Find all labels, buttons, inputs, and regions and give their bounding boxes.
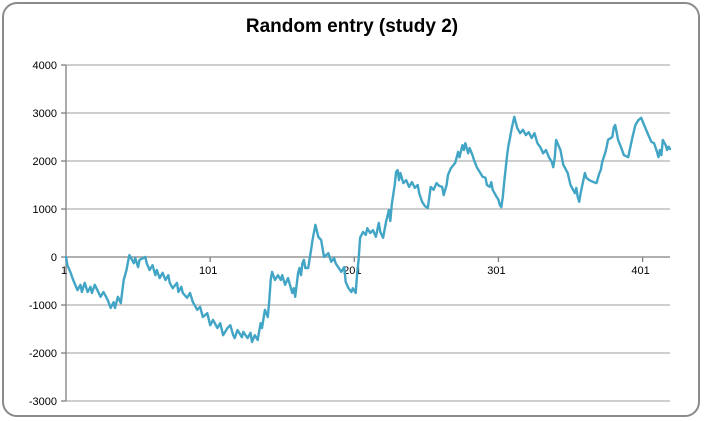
x-tick-label: 401 bbox=[631, 265, 649, 277]
x-tick-label: 101 bbox=[199, 265, 217, 277]
y-tick-label: 3000 bbox=[33, 108, 57, 120]
data-series-line bbox=[64, 115, 672, 344]
y-tick-label: 2000 bbox=[33, 156, 57, 168]
y-tick-label: 4000 bbox=[33, 60, 57, 72]
y-tick-label: -2000 bbox=[29, 348, 57, 360]
y-tick-label: 0 bbox=[51, 252, 57, 264]
y-tick-label: -3000 bbox=[29, 396, 57, 408]
y-tick-label: -1000 bbox=[29, 300, 57, 312]
y-tick-label: 1000 bbox=[33, 204, 57, 216]
x-tick-label: 1 bbox=[61, 265, 67, 277]
x-tick-label: 301 bbox=[487, 265, 505, 277]
chart-title: Random entry (study 2) bbox=[245, 16, 459, 37]
